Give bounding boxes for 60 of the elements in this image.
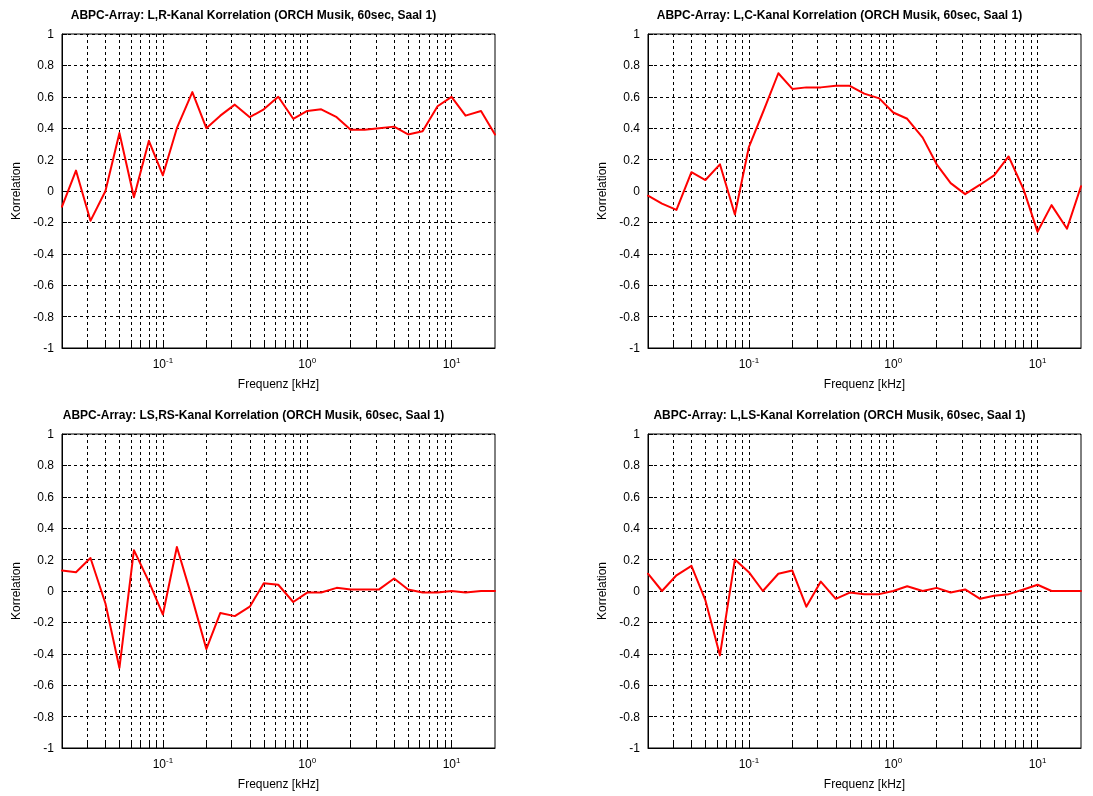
y-tick-label: 0.8	[37, 458, 55, 473]
y-tick-label: 0.4	[37, 121, 55, 136]
x-axis-title: Frequenz [kHz]	[823, 777, 906, 791]
y-tick-label: 0.6	[37, 489, 55, 504]
y-tick-label: -1	[629, 741, 641, 755]
chart-title: ABPC-Array: L,LS-Kanal Korrelation (ORCH Musik, 60sec, Saal 1)	[653, 408, 1026, 422]
y-tick-label: -1	[43, 341, 55, 355]
chart-title: ABPC-Array: L,R-Kanal Korrelation (ORCH Musik, 60sec, Saal 1)	[70, 8, 437, 22]
y-tick-label: 0.8	[623, 58, 641, 73]
y-tick-label: 0.8	[37, 58, 55, 73]
y-tick-label: -0.6	[619, 678, 641, 693]
y-tick-label: -0.2	[619, 215, 641, 230]
y-tick-label: -0.6	[33, 678, 55, 693]
y-tick-label: 1	[633, 27, 641, 41]
y-tick-label: 0.6	[37, 89, 55, 104]
y-tick-label: -0.8	[619, 709, 641, 724]
y-tick-label: 0.2	[623, 552, 641, 567]
y-tick-label: 0	[47, 184, 55, 198]
x-axis-title: Frequenz [kHz]	[237, 377, 320, 391]
y-tick-label: -0.6	[619, 278, 641, 293]
y-tick-label: 0	[633, 184, 641, 198]
y-tick-label: -0.2	[619, 615, 641, 630]
chart-title: ABPC-Array: LS,RS-Kanal Korrelation (ORCH Musik, 60sec, Saal 1)	[62, 408, 445, 422]
y-tick-label: -0.4	[619, 246, 641, 261]
line-series	[647, 72, 1082, 233]
y-tick-label: 0.2	[37, 152, 55, 167]
y-axis-title: Korrelation	[595, 161, 609, 221]
y-tick-label: 0.6	[623, 489, 641, 504]
y-tick-label: 0.8	[623, 458, 641, 473]
y-tick-label: -1	[629, 341, 641, 355]
y-tick-label: 0.6	[623, 89, 641, 104]
y-tick-label: -0.8	[33, 709, 55, 724]
y-tick-label: -0.6	[33, 278, 55, 293]
line-series	[61, 546, 496, 669]
y-tick-label: -0.4	[619, 646, 641, 661]
y-tick-label: 0.4	[623, 121, 641, 136]
y-axis-title: Korrelation	[595, 561, 609, 621]
chart-title: ABPC-Array: L,C-Kanal Korrelation (ORCH Musik, 60sec, Saal 1)	[656, 8, 1023, 22]
line-series	[647, 558, 1082, 657]
y-tick-label: 1	[47, 27, 55, 41]
y-tick-label: -0.2	[33, 215, 55, 230]
y-tick-label: -0.4	[33, 646, 55, 661]
y-tick-label: 1	[633, 427, 641, 441]
y-tick-label: 0.4	[623, 521, 641, 536]
x-axis-title: Frequenz [kHz]	[237, 777, 320, 791]
y-tick-label: 1	[47, 427, 55, 441]
y-tick-label: -0.8	[619, 309, 641, 324]
y-tick-label: -0.8	[33, 309, 55, 324]
y-tick-label: -1	[43, 741, 55, 755]
y-tick-label: -0.4	[33, 246, 55, 261]
y-tick-label: 0.2	[623, 152, 641, 167]
y-axis-title: Korrelation	[9, 561, 23, 621]
y-tick-label: 0	[633, 584, 641, 598]
y-tick-label: 0.4	[37, 521, 55, 536]
y-tick-label: 0.2	[37, 552, 55, 567]
line-series	[61, 91, 496, 222]
x-axis-title: Frequenz [kHz]	[823, 377, 906, 391]
y-tick-label: -0.2	[33, 615, 55, 630]
y-tick-label: 0	[47, 584, 55, 598]
y-axis-title: Korrelation	[9, 161, 23, 221]
